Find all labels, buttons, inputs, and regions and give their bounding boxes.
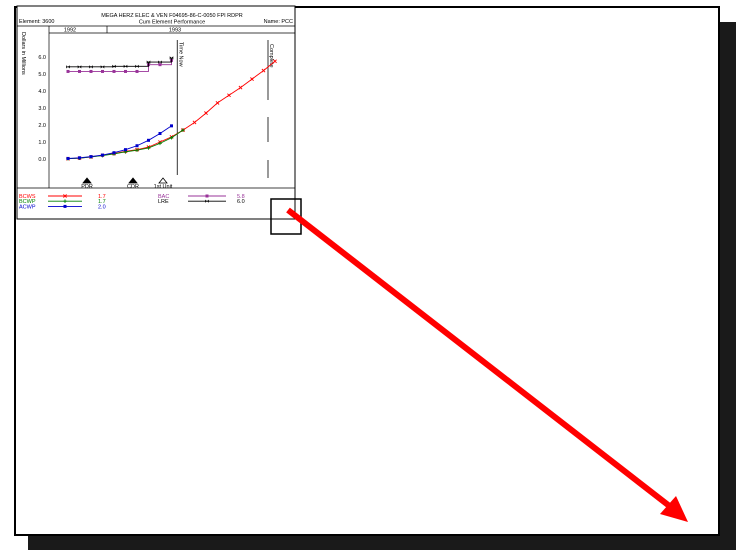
milestone-label: 1st Unit (154, 184, 173, 190)
series-line (68, 60, 172, 72)
data-point (112, 64, 116, 68)
data-point (205, 199, 209, 203)
data-point (146, 60, 151, 64)
chart-title-line2: Cum Element Performance (139, 20, 205, 26)
legend-value: 2.0 (98, 204, 106, 210)
series-lre (66, 56, 174, 69)
data-point (158, 141, 162, 146)
data-point (112, 151, 116, 155)
data-point (204, 111, 208, 116)
data-point (66, 156, 70, 160)
data-point (170, 124, 173, 128)
y-tick-label: 2.0 (38, 123, 46, 129)
data-point (215, 100, 220, 105)
chart-frame (16, 5, 296, 220)
legend-value: 5.8 (237, 194, 245, 200)
milestone-marker (158, 177, 168, 184)
legend: BCWS 1.7 BCWP 1.7 ACWP 2.0 BAC 5.8 LRE 6.0 (19, 194, 245, 210)
pointer-arrow-head (660, 496, 688, 522)
year-1993: 1993 (169, 28, 181, 34)
data-point (112, 69, 116, 73)
y-axis-label: Dollars in Millions (20, 32, 26, 75)
series-line (67, 125, 172, 159)
data-point (77, 65, 82, 69)
data-point (63, 204, 67, 208)
data-point (123, 64, 128, 68)
data-point (89, 65, 93, 69)
data-point (101, 69, 104, 73)
chart-title-line1: MEGA HERZ ELEC & VEN F04695-86-C-0050 FP… (101, 13, 243, 19)
data-point (158, 60, 162, 64)
data-point (169, 135, 174, 140)
reference-lines: Time Now Complete (176, 40, 274, 178)
legend-name: BCWP (19, 199, 36, 205)
data-point (273, 59, 277, 64)
data-point (250, 77, 254, 82)
name-label: Name: PCC (264, 19, 293, 25)
y-tick-label: 6.0 (38, 55, 46, 61)
data-point (135, 144, 139, 148)
data-point (78, 156, 81, 160)
data-point (169, 56, 174, 60)
y-tick-label: 4.0 (38, 89, 46, 95)
data-point (63, 194, 67, 198)
data-point (181, 128, 185, 132)
data-point (158, 63, 162, 67)
data-point (158, 132, 162, 135)
legend-value: 1.7 (98, 194, 106, 200)
data-point (135, 148, 139, 152)
element-label: Element: 3600 (19, 19, 54, 25)
pointer-arrow-shaft (286, 207, 674, 511)
data-point (66, 65, 70, 69)
data-point (66, 69, 70, 73)
milestone-label: CDR (127, 184, 139, 190)
milestones: PDR CDR 1st Unit (81, 177, 173, 190)
milestone-marker (128, 177, 138, 184)
series-acwp (66, 124, 173, 160)
complete-label: Complete (268, 44, 274, 68)
data-point (101, 153, 104, 157)
data-point (261, 68, 266, 73)
time-now-label: Time Now (177, 42, 183, 67)
data-point (205, 194, 209, 198)
legend-value: 6.0 (237, 199, 245, 205)
milestone-marker (82, 177, 92, 184)
data-point (146, 146, 151, 150)
y-tick-label: 3.0 (38, 106, 46, 112)
data-point (89, 69, 93, 73)
data-point (227, 93, 231, 98)
data-point (89, 155, 93, 159)
data-point (238, 85, 243, 90)
legend-name: BAC (158, 194, 169, 200)
legend-name: BCWS (19, 194, 36, 200)
data-point (124, 69, 127, 73)
y-tick-labels: 0.0 1.0 2.0 3.0 4.0 5.0 6.0 (38, 55, 46, 163)
year-1992: 1992 (64, 28, 76, 34)
data-point (63, 199, 67, 203)
data-point (78, 69, 81, 73)
data-point (135, 64, 139, 68)
data-point (135, 69, 139, 73)
data-series (66, 56, 277, 161)
y-tick-label: 1.0 (38, 140, 46, 146)
y-tick-label: 5.0 (38, 72, 46, 78)
data-point (100, 65, 105, 69)
y-tick-label: 0.0 (38, 157, 46, 163)
legend-value: 1.7 (98, 199, 106, 205)
legend-name: LRE (158, 199, 169, 205)
data-point (124, 148, 127, 152)
legend-name: ACWP (19, 204, 36, 210)
data-point (192, 120, 197, 125)
milestone-label: PDR (81, 184, 93, 190)
data-point (147, 138, 150, 142)
